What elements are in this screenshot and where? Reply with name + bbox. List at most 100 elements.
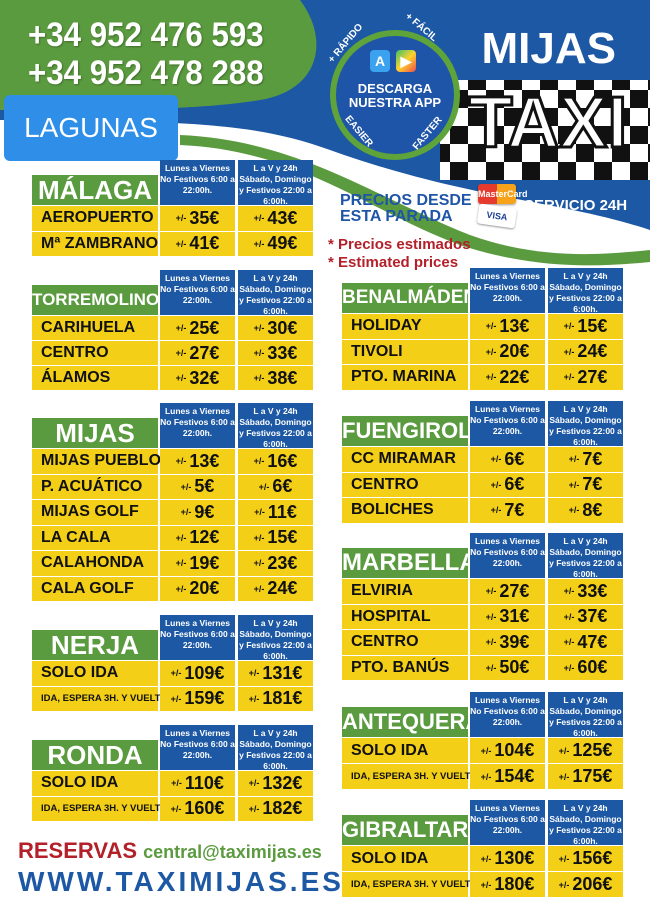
price-prefix: +/- <box>175 456 187 467</box>
price-cell: +/- 7€ <box>548 472 623 497</box>
destination-label: CENTRO <box>342 630 468 655</box>
price-value: 22€ <box>499 366 530 387</box>
price-prefix: +/- <box>490 479 502 490</box>
destination-label: BOLICHES <box>342 498 468 523</box>
price-cell: +/- 47€ <box>548 630 623 655</box>
destination-label: CC MIRAMAR <box>342 447 468 472</box>
price-prefix: +/- <box>485 586 497 597</box>
column-header-night: L a V y 24h Sábado, Domingo y Festivos 2… <box>238 615 313 661</box>
price-cell: +/- 182€ <box>238 796 313 821</box>
price-prefix: +/- <box>175 213 187 224</box>
price-prefix: +/- <box>175 323 187 333</box>
price-value: 20€ <box>189 578 220 599</box>
brand-taxi: TAXI <box>467 82 629 165</box>
price-cell: +/- 180€ <box>470 872 545 897</box>
price-cell: +/- 175€ <box>548 764 623 789</box>
price-cell: +/- 27€ <box>470 579 545 604</box>
price-cell: +/- 159€ <box>160 686 235 711</box>
price-value: 27€ <box>577 366 608 387</box>
price-prefix: +/- <box>258 481 270 492</box>
price-value: 20€ <box>499 341 530 362</box>
brand-mijas: MIJAS <box>481 24 616 73</box>
price-value: 38€ <box>267 367 298 388</box>
price-value: 37€ <box>577 606 608 627</box>
price-prefix: +/- <box>175 348 187 358</box>
price-value: 125€ <box>572 740 613 760</box>
price-cell: +/- 43€ <box>238 206 313 231</box>
price-prefix: +/- <box>490 505 502 516</box>
price-value: 110€ <box>184 772 224 793</box>
price-value: 35€ <box>189 207 220 228</box>
table-title: RONDA <box>32 740 158 770</box>
price-value: 33€ <box>267 342 298 363</box>
price-value: 11€ <box>267 501 297 522</box>
stop-name-badge: LAGUNAS <box>4 95 178 161</box>
price-value: 27€ <box>189 342 220 363</box>
price-cell: +/- 160€ <box>160 796 235 821</box>
price-cell: +/- 33€ <box>548 579 623 604</box>
price-value: 32€ <box>189 367 220 388</box>
price-value: 104€ <box>494 740 535 760</box>
phone-number-2[interactable]: +34 952 478 288 <box>28 54 264 92</box>
price-cell: +/- 156€ <box>548 846 623 871</box>
price-value: 175€ <box>572 766 613 786</box>
price-cell: +/- 60€ <box>548 655 623 680</box>
price-prefix: +/- <box>170 803 182 814</box>
price-value: 6€ <box>504 448 525 469</box>
price-value: 130€ <box>494 848 535 868</box>
price-prefix: +/- <box>253 238 265 249</box>
price-cell: +/- 6€ <box>470 447 545 472</box>
price-cell: +/- 31€ <box>470 604 545 629</box>
destination-label: SOLO IDA <box>32 661 158 686</box>
price-value: 109€ <box>184 662 225 683</box>
price-prefix: +/- <box>563 346 575 357</box>
price-cell: +/- 30€ <box>238 316 313 340</box>
destination-label: ÁLAMOS <box>32 366 158 390</box>
price-prefix: +/- <box>253 583 265 594</box>
price-value: 6€ <box>272 476 293 497</box>
price-cell: +/- 11€ <box>238 500 313 525</box>
price-cell: +/- 22€ <box>470 365 545 390</box>
price-cell: +/- 49€ <box>238 231 313 256</box>
price-cell: +/- 154€ <box>470 764 545 789</box>
price-cell: +/- 16€ <box>238 449 313 474</box>
price-cell: +/- 6€ <box>238 474 313 499</box>
price-value: 50€ <box>499 657 530 678</box>
price-prefix: +/- <box>485 346 497 357</box>
google-play-icon[interactable]: ▶ <box>396 50 416 72</box>
price-prefix: +/- <box>175 532 187 543</box>
price-value: 31€ <box>499 606 530 627</box>
column-header-night: L a V y 24h Sábado, Domingo y Festivos 2… <box>548 401 623 447</box>
price-prefix: +/- <box>248 778 260 789</box>
destination-label: Mª ZAMBRANO <box>32 231 158 256</box>
destination-label: CENTRO <box>342 472 468 497</box>
destination-label: MIJAS PUEBLO <box>32 449 161 474</box>
destination-label: PTO. MARINA <box>342 365 468 390</box>
visa-icon: VISA <box>476 203 518 229</box>
price-prefix: +/- <box>175 238 187 249</box>
column-header-night: L a V y 24h Sábado, Domingo y Festivos 2… <box>238 270 313 316</box>
price-prefix: +/- <box>563 372 575 383</box>
app-store-icon[interactable]: A <box>370 50 390 72</box>
phone-number-1[interactable]: +34 952 476 593 <box>28 16 264 54</box>
destination-label: PTO. BANÚS <box>342 655 468 680</box>
price-prefix: +/- <box>171 778 182 789</box>
price-prefix: +/- <box>480 771 492 782</box>
destination-label: AEROPUERTO <box>32 206 158 231</box>
price-prefix: +/- <box>175 373 187 383</box>
reservation-email[interactable]: central@taximijas.es <box>143 842 322 862</box>
price-value: 181€ <box>262 688 303 709</box>
price-value: 8€ <box>582 499 603 520</box>
payment-cards: MasterCard VISA <box>476 184 528 229</box>
column-header-day: Lunes a Viernes No Festivos 6:00 a 22:00… <box>160 403 235 448</box>
price-cell: +/- 25€ <box>160 316 235 340</box>
price-cell: +/- 27€ <box>548 365 623 390</box>
download-app-badge[interactable]: A ▶ DESCARGA NUESTRA APP <box>330 30 460 160</box>
destination-label: HOSPITAL <box>342 604 468 629</box>
price-cell: +/- 7€ <box>470 498 545 523</box>
price-prefix: +/- <box>180 507 192 518</box>
price-value: 24€ <box>577 341 608 362</box>
price-value: 43€ <box>267 207 298 228</box>
website-link[interactable]: WWW.TAXIMIJAS.ES <box>18 866 344 897</box>
price-prefix: +/- <box>558 853 570 864</box>
